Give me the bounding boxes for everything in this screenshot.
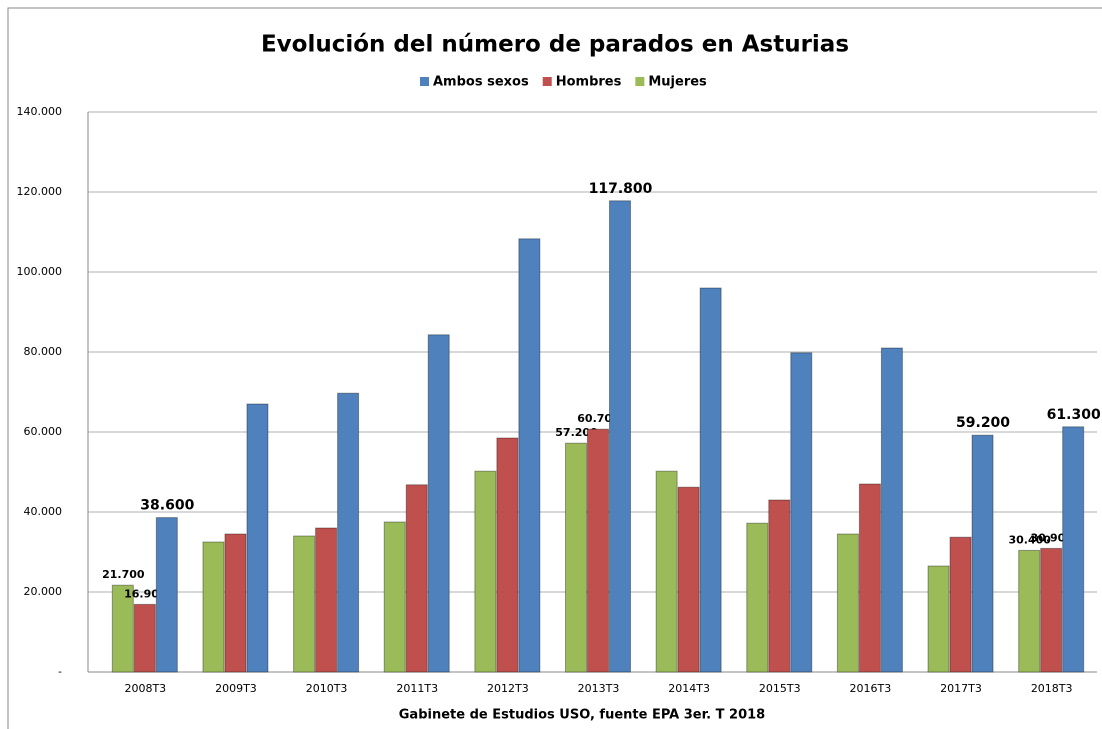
bar: [155, 517, 178, 673]
bar: [246, 403, 269, 673]
chart-title: Evolución del número de parados en Astur…: [261, 32, 849, 58]
bar: [1062, 426, 1085, 673]
x-axis-title: Gabinete de Estudios USO, fuente EPA 3er…: [399, 708, 765, 723]
bar: [315, 527, 338, 673]
y-tick-label: 140.000: [17, 105, 63, 118]
x-tick-label: 2016T3: [850, 682, 892, 695]
y-tick-label: 20.000: [24, 585, 63, 598]
legend-swatch: [542, 77, 552, 86]
x-tick-label: 2009T3: [215, 682, 257, 695]
x-tick-label: 2012T3: [487, 682, 529, 695]
data-label: 117.800: [589, 181, 653, 197]
bar: [880, 347, 903, 673]
bar: [655, 470, 678, 673]
bar: [427, 334, 450, 673]
x-tick-label: 2008T3: [124, 682, 166, 695]
y-tick-label: -: [58, 665, 62, 678]
x-tick-label: 2011T3: [396, 682, 438, 695]
data-label: 59.200: [956, 415, 1010, 431]
chart-frame: [7, 7, 1102, 729]
data-label: 38.600: [140, 498, 194, 514]
y-tick-label: 60.000: [24, 425, 63, 438]
bar: [405, 484, 428, 673]
x-tick-label: 2014T3: [668, 682, 710, 695]
data-label: 30.900: [1030, 531, 1073, 544]
data-label: 16.900: [124, 587, 167, 600]
bar: [474, 470, 497, 673]
bar: [133, 603, 156, 673]
bar: [224, 533, 247, 673]
legend-label: Hombres: [556, 75, 622, 90]
data-label: 21.700: [102, 568, 145, 581]
x-tick-label: 2010T3: [306, 682, 348, 695]
bar: [383, 521, 406, 673]
data-label: 30.400: [1008, 533, 1051, 546]
data-label: 61.300: [1047, 407, 1101, 423]
legend-swatch: [420, 77, 429, 86]
bar: [565, 442, 587, 673]
bar: [111, 584, 134, 673]
y-tick-label: 100.000: [17, 265, 63, 278]
bar: [746, 522, 769, 673]
bar: [836, 533, 859, 673]
bar: [949, 536, 972, 673]
bar: [518, 238, 541, 673]
bar: [1018, 549, 1041, 673]
bar: [927, 565, 950, 673]
data-label: 57.200: [555, 426, 598, 439]
y-tick-label: 80.000: [24, 345, 63, 358]
legend-label: Ambos sexos: [433, 75, 529, 90]
bar: [677, 486, 700, 673]
x-tick-label: 2013T3: [578, 682, 620, 695]
x-tick-label: 2018T3: [1031, 682, 1073, 695]
legend-label: Mujeres: [648, 75, 707, 90]
x-tick-label: 2015T3: [759, 682, 801, 695]
bar: [699, 287, 722, 673]
bar: [768, 499, 791, 673]
bar: [293, 535, 316, 673]
bar: [337, 392, 360, 673]
bar: [858, 483, 881, 673]
bar: [587, 428, 609, 673]
bar: [202, 541, 225, 673]
y-tick-label: 40.000: [24, 505, 63, 518]
x-tick-label: 2017T3: [940, 682, 982, 695]
y-tick-label: 120.000: [17, 185, 63, 198]
bar: [496, 437, 519, 673]
bar: [971, 434, 994, 673]
bar: [1040, 547, 1063, 673]
bar: [609, 200, 631, 673]
data-label: 60.700: [577, 412, 620, 425]
legend-swatch: [635, 77, 645, 86]
bar: [790, 352, 813, 673]
